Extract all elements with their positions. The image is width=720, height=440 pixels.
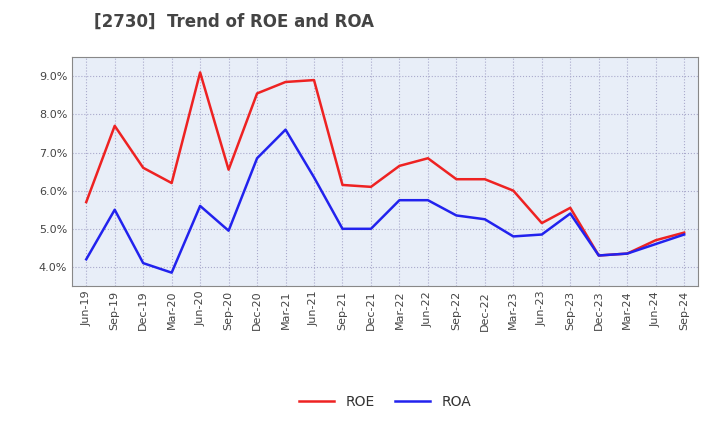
ROE xyxy=(395,163,404,169)
ROE xyxy=(452,176,461,182)
ROA xyxy=(110,207,119,213)
ROA xyxy=(423,198,432,203)
ROE xyxy=(595,253,603,258)
ROA xyxy=(225,228,233,233)
ROE xyxy=(652,238,660,243)
ROA xyxy=(595,253,603,258)
ROA xyxy=(652,242,660,247)
ROA xyxy=(680,232,688,237)
ROE xyxy=(196,70,204,75)
ROA xyxy=(366,226,375,231)
Line: ROA: ROA xyxy=(86,130,684,273)
ROA xyxy=(338,226,347,231)
ROA xyxy=(480,216,489,222)
ROE xyxy=(139,165,148,170)
ROE xyxy=(225,167,233,172)
ROA xyxy=(537,232,546,237)
ROA xyxy=(395,198,404,203)
ROA xyxy=(566,211,575,216)
ROE xyxy=(82,199,91,205)
ROA xyxy=(196,203,204,209)
ROA xyxy=(82,257,91,262)
ROE xyxy=(537,220,546,226)
ROE xyxy=(110,123,119,128)
ROA xyxy=(623,251,631,256)
Text: [2730]  Trend of ROE and ROA: [2730] Trend of ROE and ROA xyxy=(94,13,374,31)
ROA xyxy=(253,156,261,161)
ROE xyxy=(566,205,575,210)
ROA xyxy=(167,270,176,275)
ROA xyxy=(509,234,518,239)
ROE xyxy=(480,176,489,182)
ROE xyxy=(623,251,631,256)
ROE xyxy=(338,182,347,187)
ROA xyxy=(310,175,318,180)
ROE xyxy=(680,230,688,235)
Line: ROE: ROE xyxy=(86,73,684,256)
ROE xyxy=(423,156,432,161)
ROA xyxy=(139,260,148,266)
ROA xyxy=(282,127,290,132)
ROA xyxy=(452,213,461,218)
ROE xyxy=(253,91,261,96)
ROE xyxy=(366,184,375,190)
ROE xyxy=(310,77,318,83)
ROE xyxy=(509,188,518,193)
ROE xyxy=(167,180,176,186)
ROE xyxy=(282,79,290,84)
Legend: ROE, ROA: ROE, ROA xyxy=(294,389,477,414)
